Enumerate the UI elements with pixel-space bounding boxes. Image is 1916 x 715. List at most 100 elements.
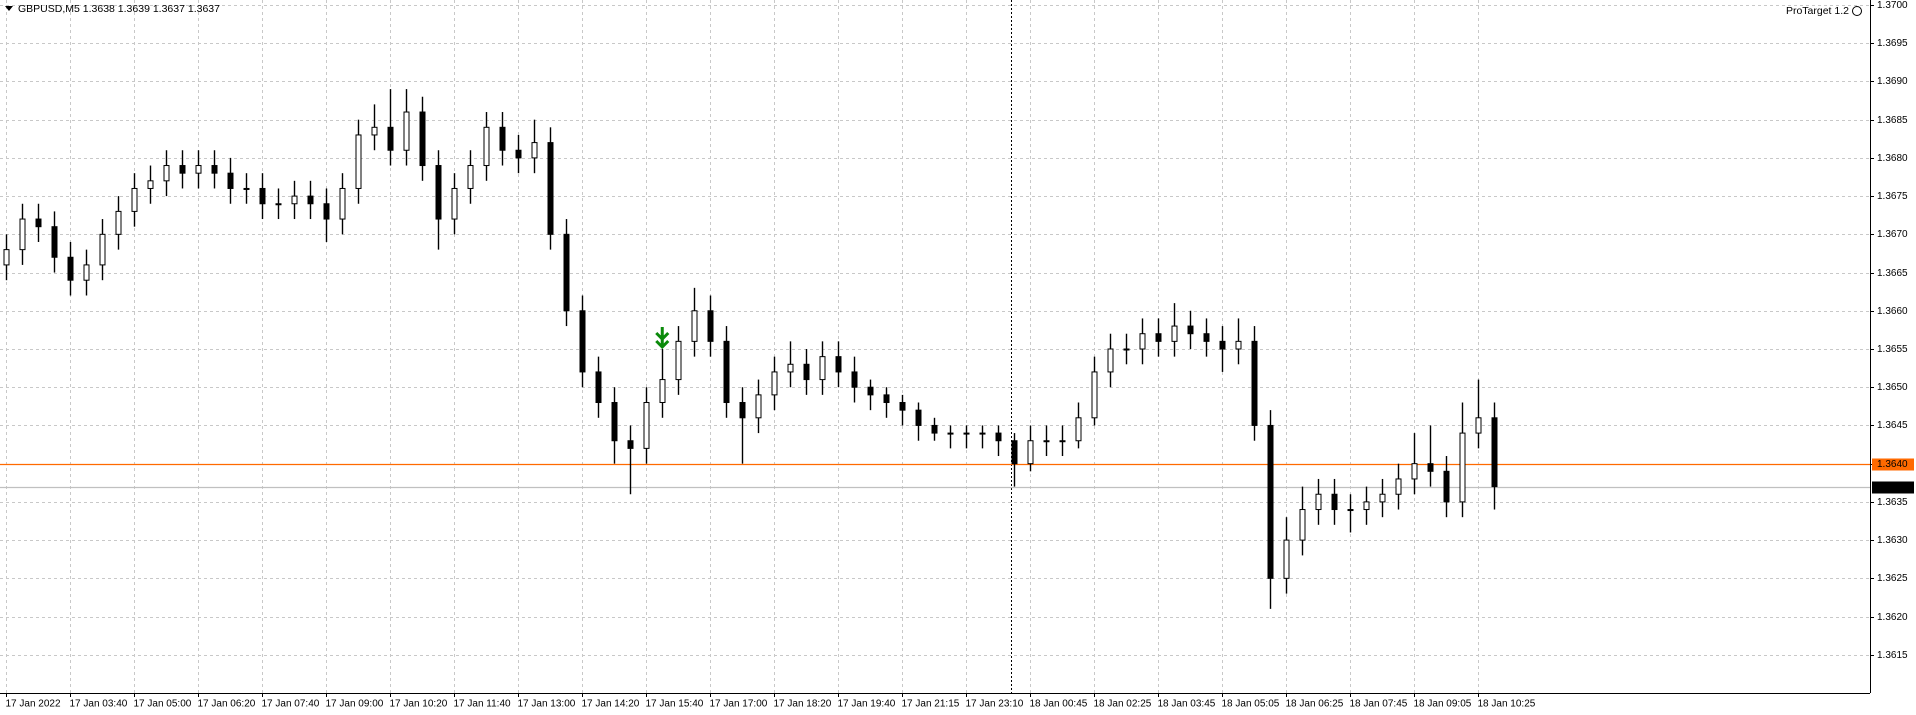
x-tick-label: 17 Jan 03:40 xyxy=(70,699,128,710)
candle-body xyxy=(1299,509,1306,541)
level-label-box xyxy=(1872,458,1914,471)
candle-body xyxy=(499,126,506,151)
candle-body xyxy=(243,187,250,190)
candle-body xyxy=(291,195,298,205)
x-tick-label: 18 Jan 05:05 xyxy=(1222,699,1280,710)
y-tick-label: 1.3685 xyxy=(1877,115,1908,126)
candle-body xyxy=(563,233,570,312)
x-tick-label: 17 Jan 21:15 xyxy=(902,699,960,710)
candle-body xyxy=(275,203,282,206)
candle-body xyxy=(595,371,602,404)
candle-body xyxy=(99,233,106,266)
candle-body xyxy=(323,203,330,220)
candle-body xyxy=(227,172,234,189)
candle-body xyxy=(611,402,618,442)
candle-body xyxy=(771,371,778,396)
x-tick-label: 17 Jan 19:40 xyxy=(838,699,896,710)
y-tick-label: 1.3650 xyxy=(1877,382,1908,393)
candle-body xyxy=(1235,340,1242,350)
x-tick-label: 17 Jan 13:00 xyxy=(518,699,576,710)
candle-body xyxy=(1411,463,1418,480)
x-tick-label: 17 Jan 06:20 xyxy=(198,699,256,710)
y-tick-label: 1.3615 xyxy=(1877,650,1908,661)
y-tick-label: 1.3670 xyxy=(1877,229,1908,240)
candle-body xyxy=(67,256,74,281)
candle-body xyxy=(403,111,410,151)
candle-body xyxy=(131,187,138,212)
candle-body xyxy=(1491,417,1498,488)
candle-body xyxy=(531,142,538,159)
x-tick-label: 18 Jan 09:05 xyxy=(1414,699,1472,710)
x-tick-label: 17 Jan 10:20 xyxy=(390,699,448,710)
x-tick-label: 18 Jan 02:25 xyxy=(1094,699,1152,710)
y-tick-label: 1.3700 xyxy=(1877,0,1908,11)
candle-body xyxy=(659,379,666,404)
y-tick-label: 1.3655 xyxy=(1877,344,1908,355)
candle-body xyxy=(835,356,842,373)
candle-body xyxy=(1171,325,1178,342)
x-tick-label: 18 Jan 10:25 xyxy=(1478,699,1536,710)
candle-body xyxy=(931,424,938,434)
candle-body xyxy=(867,386,874,396)
candle-body xyxy=(355,134,362,189)
y-tick-label: 1.3660 xyxy=(1877,306,1908,317)
candle-body xyxy=(1059,440,1066,443)
candle-body xyxy=(947,432,954,435)
candle-body xyxy=(35,218,42,228)
candle-body xyxy=(579,310,586,373)
indicator-name: ProTarget 1.2 xyxy=(1786,5,1849,17)
x-tick-label: 17 Jan 11:40 xyxy=(454,699,512,710)
candle-body xyxy=(1283,539,1290,579)
x-tick-label: 17 Jan 15:40 xyxy=(646,699,704,710)
x-tick-label: 18 Jan 07:45 xyxy=(1350,699,1408,710)
y-tick-label: 1.3645 xyxy=(1877,420,1908,431)
candle-body xyxy=(1027,440,1034,465)
y-tick-label: 1.3665 xyxy=(1877,268,1908,279)
bars xyxy=(3,89,1498,609)
candle-body xyxy=(995,432,1002,442)
candle-body xyxy=(1107,348,1114,373)
candle-body xyxy=(819,356,826,381)
candle-body xyxy=(211,165,218,174)
candle-body xyxy=(803,363,810,381)
y-tick-label: 1.3630 xyxy=(1877,535,1908,546)
candle-body xyxy=(1443,470,1450,503)
candle-body xyxy=(467,165,474,189)
candle-body xyxy=(371,126,378,136)
x-tick-label: 17 Jan 17:00 xyxy=(710,699,768,710)
candle-body xyxy=(1395,478,1402,495)
candle-body xyxy=(739,402,746,419)
symbol-header: GBPUSD,M5 1.3638 1.3639 1.3637 1.3637 xyxy=(18,3,220,15)
x-tick-label: 18 Jan 03:45 xyxy=(1158,699,1216,710)
candle-body xyxy=(1251,340,1258,426)
indicator-icon[interactable] xyxy=(1852,6,1862,16)
menu-triangle[interactable] xyxy=(5,6,13,11)
y-tick-label: 1.3695 xyxy=(1877,38,1908,49)
candle-body xyxy=(899,402,906,411)
candle-body xyxy=(1347,509,1354,512)
candle-body xyxy=(643,402,650,449)
x-tick-label: 17 Jan 09:00 xyxy=(326,699,384,710)
candle-body xyxy=(419,111,426,167)
x-tick-label: 18 Jan 06:25 xyxy=(1286,699,1344,710)
candle-body xyxy=(1267,424,1274,579)
candle-body xyxy=(515,149,522,159)
candle-body xyxy=(851,371,858,388)
candle-body xyxy=(163,165,170,182)
candle-body xyxy=(787,363,794,373)
x-tick-label: 18 Jan 00:45 xyxy=(1030,699,1088,710)
candle-body xyxy=(19,218,26,251)
candle-body xyxy=(1315,493,1322,511)
candle-body xyxy=(1187,325,1194,335)
candle-body xyxy=(1091,371,1098,419)
candle-body xyxy=(1011,440,1018,465)
axes: 1.3700 1.3695 1.3690 1.3685 1.3680 1.3675 1.36… xyxy=(6,0,1914,710)
candle-body xyxy=(1155,333,1162,342)
candle-body xyxy=(387,126,394,151)
candle-body xyxy=(435,165,442,220)
candle-body xyxy=(259,187,266,205)
candle-body xyxy=(755,394,762,419)
